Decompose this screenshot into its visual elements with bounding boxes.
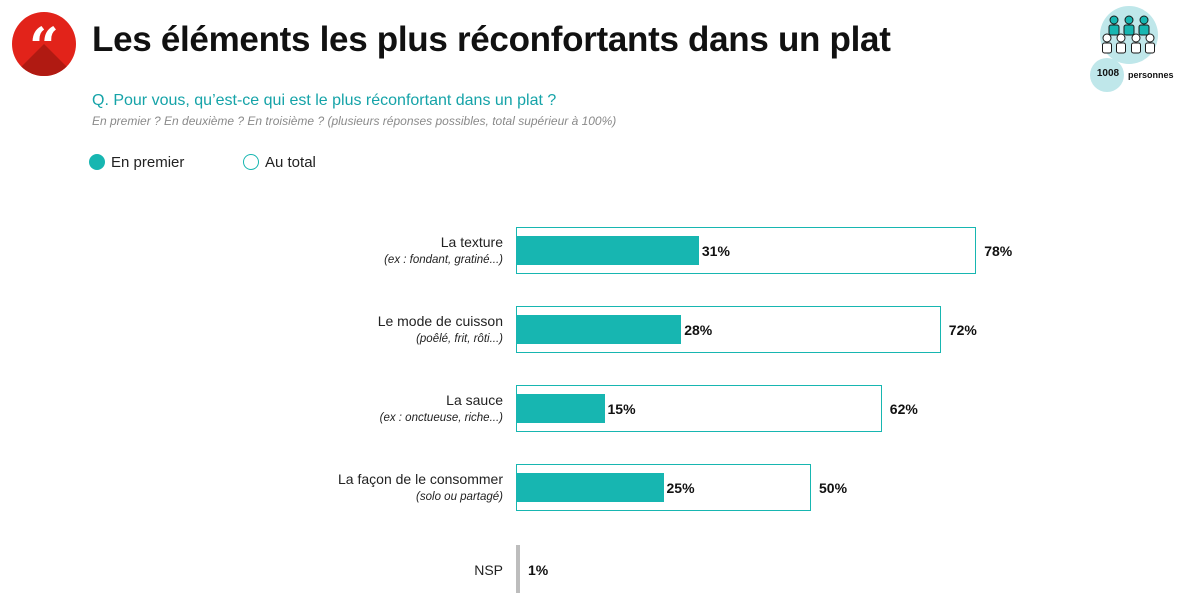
bar-first — [516, 236, 699, 265]
value-label-total: 50% — [819, 480, 848, 496]
respondents-count: 1008 — [1096, 68, 1120, 79]
category-name: NSP — [474, 562, 503, 578]
bar-first — [516, 473, 664, 502]
respondents-badge: 1008 personnes — [1088, 6, 1180, 92]
category-sublabel: (ex : onctueuse, riche...) — [379, 412, 503, 424]
category-name: La sauce — [446, 392, 503, 408]
value-label-first: 15% — [607, 401, 636, 417]
category-label: La façon de le consommer (solo ou partagé… — [338, 470, 503, 506]
value-label-total: 72% — [948, 322, 977, 338]
question-subtext: En premier ? En deuxième ? En troisième … — [92, 114, 617, 128]
question-prefix: Q. Pour vous, qu’est- — [92, 92, 243, 109]
value-label-total: 78% — [984, 243, 1013, 259]
category-label: La texture (ex : fondant, gratiné...) — [384, 233, 503, 269]
bar-first — [516, 315, 682, 344]
legend-item-first: En premier — [89, 151, 184, 173]
category-sublabel: (solo ou partagé) — [416, 491, 503, 503]
respondents-label: personnes — [1128, 70, 1174, 80]
value-label-nsp: 1% — [528, 562, 549, 578]
category-label: NSP — [474, 561, 503, 579]
category-name: Le mode de cuisson — [377, 313, 503, 329]
category-sublabel: (poêlé, frit, rôti...) — [416, 333, 503, 345]
legend-label-first: En premier — [111, 153, 185, 171]
value-label-first: 28% — [684, 322, 713, 338]
people-icon — [1102, 15, 1155, 54]
question-main: ce qui est le plus réconfortant dans un … — [242, 92, 557, 109]
category-name: La façon de le consommer — [338, 471, 503, 487]
page-title: Les éléments les plus réconfortants dans… — [92, 20, 891, 59]
quote-badge: “ — [12, 12, 76, 76]
value-label-first: 25% — [666, 480, 695, 496]
quote-icon: “ — [29, 17, 59, 76]
bar-nsp — [516, 545, 520, 593]
legend-filled-dot-icon — [89, 154, 105, 170]
legend-item-total: Au total — [243, 151, 316, 173]
value-label-first: 31% — [701, 243, 730, 259]
count-circle — [1090, 58, 1124, 92]
legend-label-total: Au total — [265, 153, 316, 171]
value-label-total: 62% — [889, 401, 918, 417]
legend-outline-dot-icon — [243, 154, 259, 170]
category-sublabel: (ex : fondant, gratiné...) — [384, 254, 503, 266]
category-label: Le mode de cuisson (poêlé, frit, rôti...) — [378, 312, 503, 348]
category-name: La texture — [440, 234, 503, 250]
question-text: Q. Pour vous, qu’est-ce qui est le plus … — [92, 92, 556, 110]
bar-first — [516, 394, 605, 423]
category-label: La sauce (ex : onctueuse, riche...) — [380, 391, 503, 427]
